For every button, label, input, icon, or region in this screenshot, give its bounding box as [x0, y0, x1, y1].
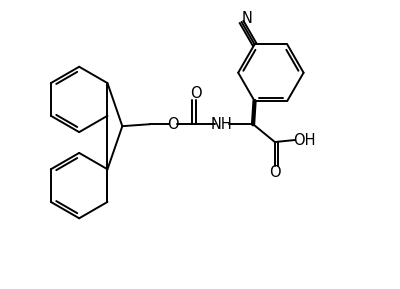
Text: O: O — [167, 117, 179, 132]
Text: NH: NH — [210, 117, 232, 132]
Text: N: N — [241, 11, 252, 26]
Text: O: O — [269, 165, 281, 180]
Text: O: O — [190, 86, 202, 101]
Text: OH: OH — [293, 133, 316, 148]
